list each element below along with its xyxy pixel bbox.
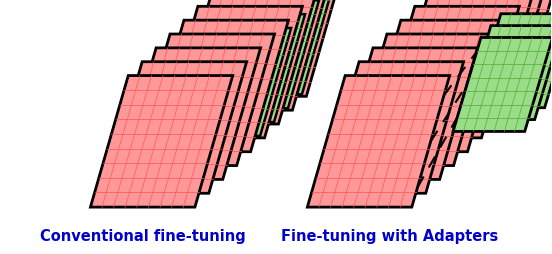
Polygon shape xyxy=(216,0,333,95)
Polygon shape xyxy=(118,49,261,180)
Text: Fine-tuning with Adapters: Fine-tuning with Adapters xyxy=(281,228,498,243)
Polygon shape xyxy=(188,15,305,122)
Polygon shape xyxy=(307,76,450,207)
Polygon shape xyxy=(419,0,552,97)
Polygon shape xyxy=(463,26,552,120)
Text: Conventional fine-tuning: Conventional fine-tuning xyxy=(40,228,246,243)
Polygon shape xyxy=(202,0,344,97)
Polygon shape xyxy=(363,21,505,152)
Polygon shape xyxy=(391,0,533,124)
Polygon shape xyxy=(146,21,289,152)
Polygon shape xyxy=(174,29,291,136)
Polygon shape xyxy=(473,15,552,108)
Polygon shape xyxy=(174,0,316,124)
Polygon shape xyxy=(377,7,519,138)
Polygon shape xyxy=(91,76,233,207)
Polygon shape xyxy=(405,0,547,111)
Polygon shape xyxy=(203,1,319,109)
Polygon shape xyxy=(453,38,552,132)
Polygon shape xyxy=(188,0,330,111)
Polygon shape xyxy=(104,62,247,194)
Polygon shape xyxy=(160,7,302,138)
Polygon shape xyxy=(349,35,491,166)
Polygon shape xyxy=(321,62,464,194)
Polygon shape xyxy=(132,35,274,166)
Polygon shape xyxy=(335,49,477,180)
